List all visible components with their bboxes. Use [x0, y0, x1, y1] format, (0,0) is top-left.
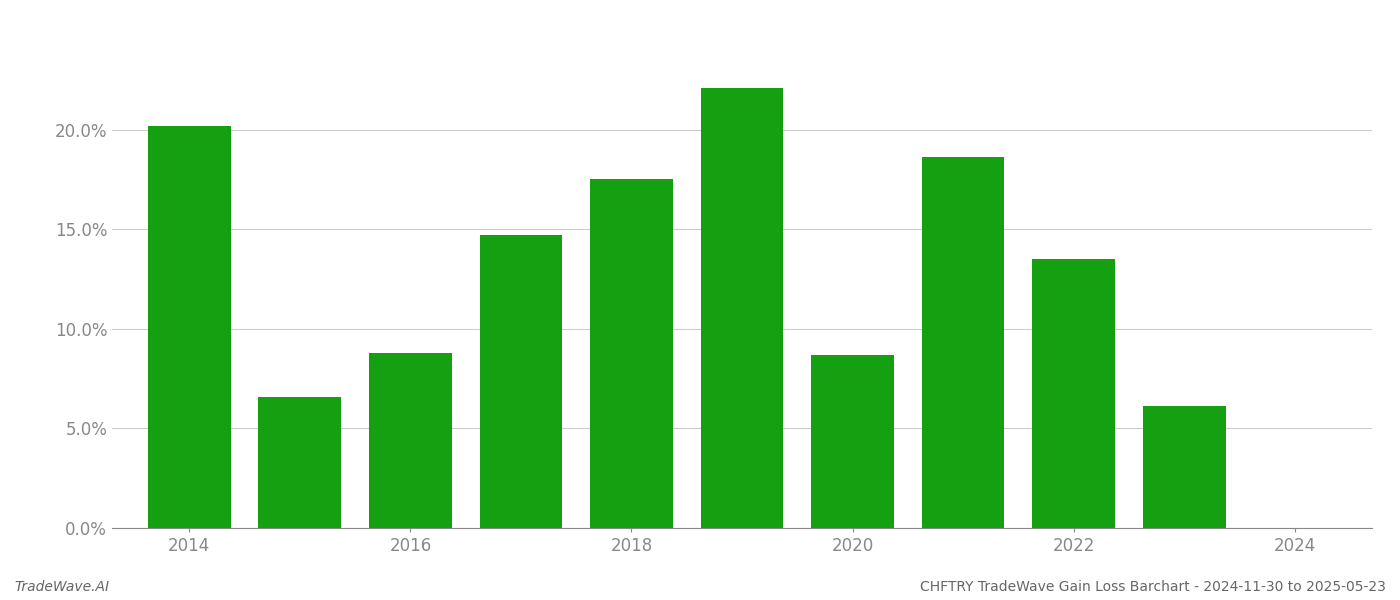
Bar — [370, 353, 452, 528]
Bar — [589, 179, 673, 528]
Bar — [921, 157, 1004, 528]
Bar — [1032, 259, 1114, 528]
Text: TradeWave.AI: TradeWave.AI — [14, 580, 109, 594]
Bar — [259, 397, 342, 528]
Bar — [700, 88, 784, 528]
Text: CHFTRY TradeWave Gain Loss Barchart - 2024-11-30 to 2025-05-23: CHFTRY TradeWave Gain Loss Barchart - 20… — [920, 580, 1386, 594]
Bar — [148, 125, 231, 528]
Bar — [1142, 406, 1225, 528]
Bar — [479, 235, 563, 528]
Bar — [811, 355, 895, 528]
